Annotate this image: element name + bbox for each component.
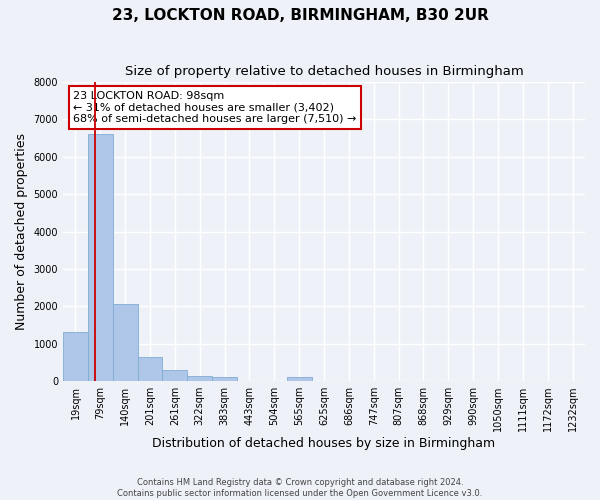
Bar (187, 376, 212, 381)
Bar (113, 304, 137, 381)
Bar (287, 377, 311, 381)
Text: Contains HM Land Registry data © Crown copyright and database right 2024.
Contai: Contains HM Land Registry data © Crown c… (118, 478, 482, 498)
Bar (63, 332, 88, 381)
Bar (163, 370, 187, 381)
Y-axis label: Number of detached properties: Number of detached properties (15, 133, 28, 330)
Text: 23, LOCKTON ROAD, BIRMINGHAM, B30 2UR: 23, LOCKTON ROAD, BIRMINGHAM, B30 2UR (112, 8, 488, 22)
Bar (137, 357, 163, 381)
X-axis label: Distribution of detached houses by size in Birmingham: Distribution of detached houses by size … (152, 437, 496, 450)
Bar (88, 134, 113, 381)
Bar (212, 378, 237, 381)
Title: Size of property relative to detached houses in Birmingham: Size of property relative to detached ho… (125, 65, 523, 78)
Text: 23 LOCKTON ROAD: 98sqm
← 31% of detached houses are smaller (3,402)
68% of semi-: 23 LOCKTON ROAD: 98sqm ← 31% of detached… (73, 91, 357, 124)
